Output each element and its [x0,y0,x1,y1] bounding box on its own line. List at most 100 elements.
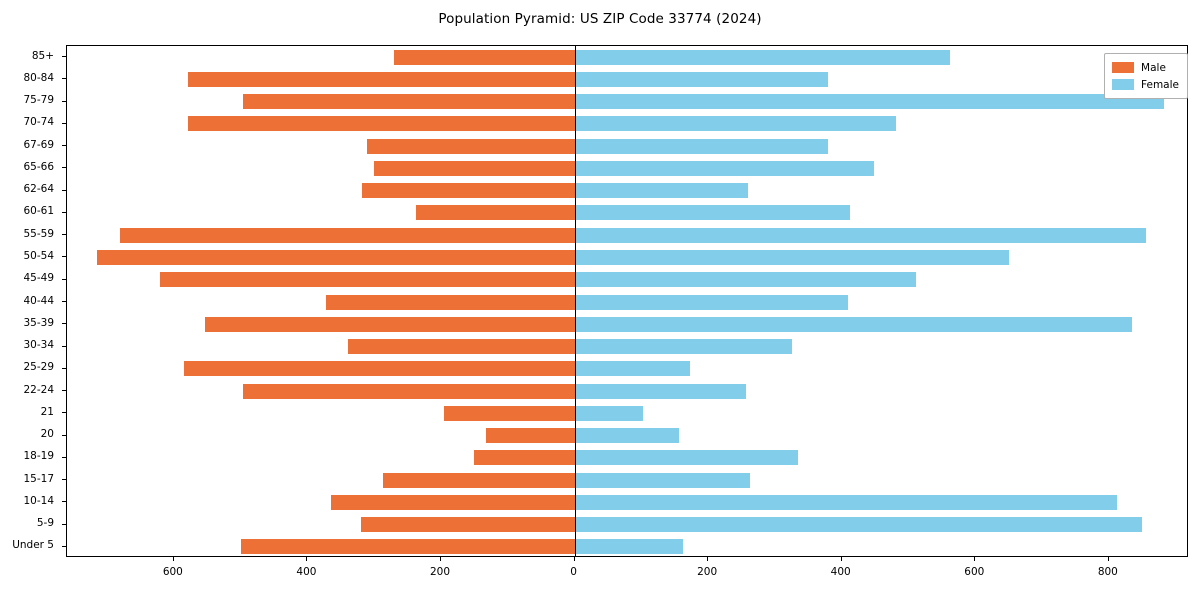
x-tick-mark [1107,557,1109,561]
x-tick-label: 600 [964,566,985,578]
bar-female-18-19 [574,450,798,466]
legend-swatch-icon [1112,79,1135,90]
bar-male-75-79 [243,94,575,110]
y-tick-label: 60-61 [23,205,54,218]
bar-male-5-9 [360,517,575,533]
bar-female-15-17 [574,472,751,488]
bar-female-45-49 [574,272,916,288]
bar-female-21 [574,405,643,421]
y-tick-label: 22-24 [23,383,54,396]
bar-male-18-19 [473,450,575,466]
y-tick-mark [62,545,66,547]
bar-male-50-54 [97,249,575,265]
y-tick-label: 18-19 [23,450,54,463]
y-tick-label: 20 [40,428,54,441]
x-tick-label: 0 [570,566,577,578]
bar-male-under-5 [240,539,575,555]
bar-female-80-84 [574,71,829,87]
y-tick-label: 65-66 [23,160,54,173]
bar-male-25-29 [183,361,575,377]
y-tick-label: 21 [40,405,54,418]
bar-male-62-64 [361,183,575,199]
legend-label: Male [1141,61,1166,74]
bar-female-50-54 [574,249,1010,265]
y-tick-mark [62,234,66,236]
bar-male-45-49 [159,272,575,288]
legend-item-male[interactable]: Male [1112,59,1179,76]
y-tick-mark [62,323,66,325]
bar-female-75-79 [574,94,1165,110]
bar-male-55-59 [119,227,575,243]
y-tick-label: 50-54 [23,249,54,262]
y-tick-mark [62,523,66,525]
bar-female-30-34 [574,339,792,355]
y-axis-labels: 85+ 80-84 75-79 70-74 67-69 65-66 62-64 60-61 55… [0,45,66,557]
y-tick-mark [62,301,66,302]
bar-female-20 [574,428,680,444]
y-tick-mark [62,122,66,124]
x-tick-mark [573,557,575,561]
bar-male-10-14 [331,494,575,510]
x-tick-mark [707,557,709,561]
bar-male-15-17 [382,472,575,488]
bar-male-21 [443,405,575,421]
x-tick-mark [974,557,976,561]
y-tick-label: 10-14 [23,494,54,507]
y-tick-label: 15-17 [23,472,54,485]
bar-female-55-59 [574,227,1146,243]
y-tick-label: 85+ [31,49,54,62]
bar-female-60-61 [574,205,850,221]
y-tick-label: 67-69 [23,138,54,151]
zero-axis-line [574,46,576,556]
y-tick-mark [62,211,66,213]
y-tick-label: 35-39 [23,316,54,329]
bar-female-10-14 [574,494,1117,510]
y-tick-mark [62,256,66,258]
x-tick-label: 400 [830,566,851,578]
legend-item-female[interactable]: Female [1112,76,1179,93]
y-tick-mark [62,479,66,481]
x-tick-mark [840,557,842,561]
legend-swatch-icon [1112,62,1135,73]
chart-legend: Male Female [1104,53,1188,99]
y-tick-mark [62,390,66,392]
y-tick-label: Under 5 [12,539,54,552]
y-tick-mark [62,167,66,169]
plot-area [66,45,1188,557]
y-tick-label: 25-29 [23,361,54,374]
bar-male-30-34 [347,339,575,355]
bar-male-40-44 [326,294,575,310]
y-tick-mark [62,278,66,280]
x-axis-labels: 600 400 200 0 200 400 600 800 [0,557,1200,597]
y-tick-mark [62,367,66,369]
bar-male-20 [485,428,575,444]
y-tick-label: 55-59 [23,227,54,240]
bar-female-5-9 [574,517,1142,533]
y-tick-label: 70-74 [23,116,54,129]
bar-male-60-61 [415,205,575,221]
bar-male-80-84 [187,71,575,87]
y-tick-mark [62,145,66,147]
y-tick-label: 30-34 [23,339,54,352]
y-tick-label: 45-49 [23,272,54,285]
bar-female-40-44 [574,294,849,310]
bar-female-under-5 [574,539,684,555]
bar-female-22-24 [574,383,747,399]
x-tick-label: 600 [162,566,183,578]
x-tick-mark [172,557,174,561]
x-tick-mark [440,557,441,561]
bar-male-67-69 [366,138,575,154]
y-tick-label: 80-84 [23,71,54,84]
bar-male-65-66 [374,160,575,176]
y-tick-mark [62,456,66,458]
bar-female-65-66 [574,160,875,176]
bar-female-70-74 [574,116,897,132]
bar-male-70-74 [187,116,575,132]
x-tick-label: 800 [1097,566,1118,578]
x-tick-label: 400 [296,566,317,578]
y-tick-mark [62,78,66,80]
y-tick-mark [62,412,66,414]
y-tick-mark [62,189,66,191]
bar-male-22-24 [242,383,575,399]
